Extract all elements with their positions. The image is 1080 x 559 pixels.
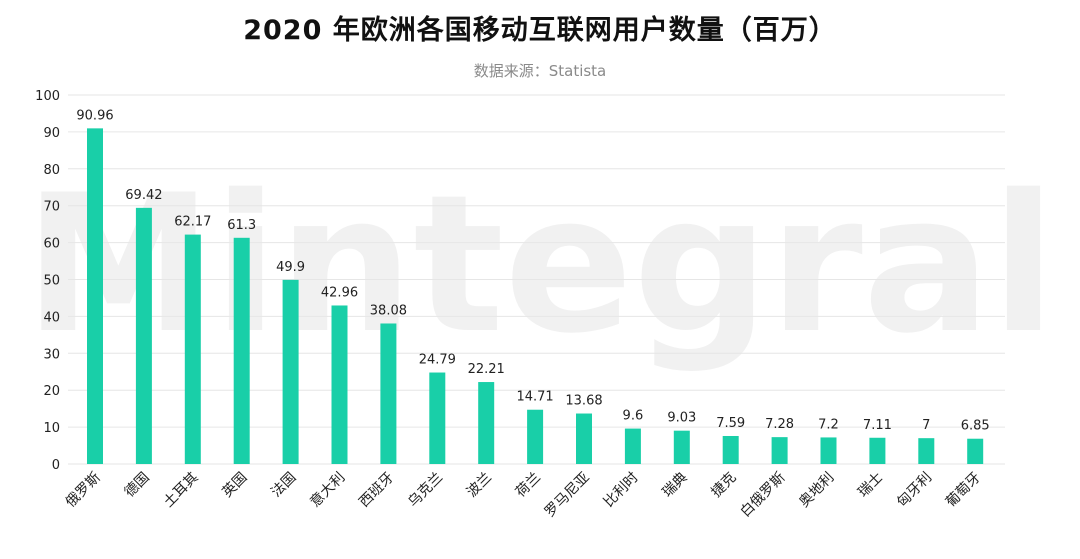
data-label: 7.28 bbox=[765, 417, 794, 432]
bar bbox=[820, 437, 837, 464]
grid-lines bbox=[68, 94, 1005, 465]
y-tick-label: 30 bbox=[43, 347, 60, 362]
x-tick-label: 波兰 bbox=[464, 470, 495, 501]
data-label: 38.08 bbox=[370, 303, 407, 318]
y-tick-label: 20 bbox=[43, 384, 60, 399]
bar bbox=[331, 305, 348, 464]
x-tick-label: 荷兰 bbox=[513, 470, 544, 501]
x-tick-label: 瑞典 bbox=[660, 470, 691, 501]
x-tick-label: 比利时 bbox=[601, 470, 642, 511]
y-tick-label: 70 bbox=[43, 200, 60, 215]
data-label: 49.9 bbox=[276, 260, 305, 275]
watermark-logo: Mintegral bbox=[24, 154, 1056, 375]
data-label: 7.2 bbox=[818, 417, 839, 432]
x-tick-label: 土耳其 bbox=[161, 470, 202, 511]
data-label: 7.11 bbox=[863, 418, 892, 433]
x-tick-label: 乌克兰 bbox=[405, 470, 446, 511]
bar bbox=[869, 437, 886, 464]
y-tick-label: 80 bbox=[43, 163, 60, 178]
bar bbox=[673, 430, 690, 464]
bar bbox=[282, 279, 299, 464]
bar bbox=[233, 237, 250, 464]
data-labels: 90.96 69.42 62.17 61.3 49.9 42.96 38.08 24.79 22… bbox=[76, 108, 989, 433]
x-tick-label: 瑞士 bbox=[855, 470, 886, 501]
bar bbox=[576, 413, 592, 464]
bar bbox=[429, 372, 446, 464]
x-tick-label: 白俄罗斯 bbox=[738, 470, 789, 521]
data-label: 62.17 bbox=[174, 215, 211, 230]
x-tick-label: 俄罗斯 bbox=[63, 470, 104, 511]
bar bbox=[967, 438, 984, 464]
data-label: 9.03 bbox=[667, 411, 696, 426]
bars bbox=[87, 128, 984, 464]
bar bbox=[184, 234, 201, 464]
y-axis-ticks: 0 10 20 30 40 50 60 70 80 90 100 bbox=[35, 89, 60, 473]
data-label: 69.42 bbox=[125, 188, 162, 203]
bar bbox=[918, 438, 935, 464]
x-tick-label: 奥地利 bbox=[796, 469, 838, 511]
data-label: 61.3 bbox=[227, 218, 256, 233]
x-tick-label: 捷克 bbox=[708, 470, 739, 501]
data-label: 90.96 bbox=[76, 108, 113, 123]
bar bbox=[478, 382, 495, 464]
x-tick-label: 意大利 bbox=[307, 469, 349, 511]
bar bbox=[135, 207, 152, 464]
bar bbox=[380, 323, 397, 464]
data-label: 14.71 bbox=[516, 390, 553, 405]
x-tick-label: 葡萄牙 bbox=[943, 470, 984, 511]
data-label: 7 bbox=[922, 418, 930, 433]
y-tick-label: 90 bbox=[43, 126, 60, 141]
data-label: 22.21 bbox=[468, 362, 505, 377]
data-label: 24.79 bbox=[419, 353, 456, 368]
y-tick-label: 50 bbox=[43, 274, 60, 289]
y-tick-label: 10 bbox=[43, 421, 60, 436]
x-tick-label: 法国 bbox=[268, 470, 299, 501]
data-label: 7.59 bbox=[716, 416, 745, 431]
x-tick-label: 英国 bbox=[219, 469, 251, 501]
bar bbox=[87, 128, 103, 464]
bar bbox=[624, 428, 641, 464]
chart-subtitle: 数据来源：Statista bbox=[473, 62, 607, 80]
y-tick-label: 0 bbox=[52, 458, 60, 473]
bar bbox=[722, 435, 739, 464]
chart-title: 2020 年欧洲各国移动互联网用户数量（百万） bbox=[243, 15, 837, 46]
x-tick-label: 西班牙 bbox=[356, 470, 397, 511]
data-label: 42.96 bbox=[321, 285, 358, 300]
y-tick-label: 100 bbox=[35, 89, 60, 104]
data-label: 6.85 bbox=[961, 419, 990, 434]
y-tick-label: 40 bbox=[43, 310, 60, 325]
y-tick-label: 60 bbox=[43, 237, 60, 252]
x-tick-label: 罗马尼亚 bbox=[542, 470, 593, 521]
bar bbox=[771, 437, 788, 464]
data-label: 9.6 bbox=[623, 409, 644, 424]
bar bbox=[527, 409, 544, 464]
x-tick-label: 德国 bbox=[122, 470, 153, 501]
x-tick-label: 匈牙利 bbox=[894, 470, 935, 511]
data-label: 13.68 bbox=[565, 394, 602, 409]
